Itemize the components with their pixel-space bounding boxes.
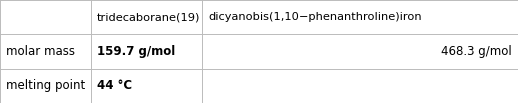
Text: 159.7 g/mol: 159.7 g/mol <box>97 45 175 58</box>
Text: dicyanobis(1,10−phenanthroline)iron: dicyanobis(1,10−phenanthroline)iron <box>208 12 422 22</box>
Text: melting point: melting point <box>6 79 85 92</box>
Text: molar mass: molar mass <box>6 45 75 58</box>
Text: tridecaborane(19): tridecaborane(19) <box>97 12 200 22</box>
Text: 44 °C: 44 °C <box>97 79 132 92</box>
Text: 468.3 g/mol: 468.3 g/mol <box>441 45 512 58</box>
